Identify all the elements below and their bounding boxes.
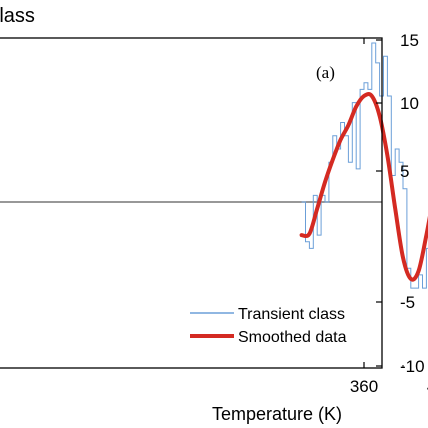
legend: Transient class Smoothed data — [190, 306, 347, 346]
x-tick-label: 440 — [427, 377, 428, 396]
panel-label: (a) — [316, 63, 335, 82]
x-tick-label: 360 — [350, 377, 378, 396]
y-right-tick-label: 5 — [400, 162, 409, 181]
series-smoothed-data — [299, 92, 428, 282]
y-right-tick-label: 15 — [400, 31, 419, 50]
legend-label-transient-class: Transient class — [238, 306, 345, 323]
legend-label-smoothed-data: Smoothed data — [238, 329, 347, 346]
y-right-tick-label: -10 — [400, 357, 425, 376]
series-layer — [0, 42, 428, 289]
y-right-tick-label: 10 — [400, 94, 419, 113]
x-axis-title: Temperature (K) — [212, 404, 342, 424]
y-right-tick-label: -5 — [400, 293, 415, 312]
chart-title: ent class — [0, 5, 35, 27]
tick-layer: 36044052015105-5-10 — [350, 31, 428, 396]
axis-layer — [0, 37, 383, 369]
plot-frame — [0, 37, 383, 369]
